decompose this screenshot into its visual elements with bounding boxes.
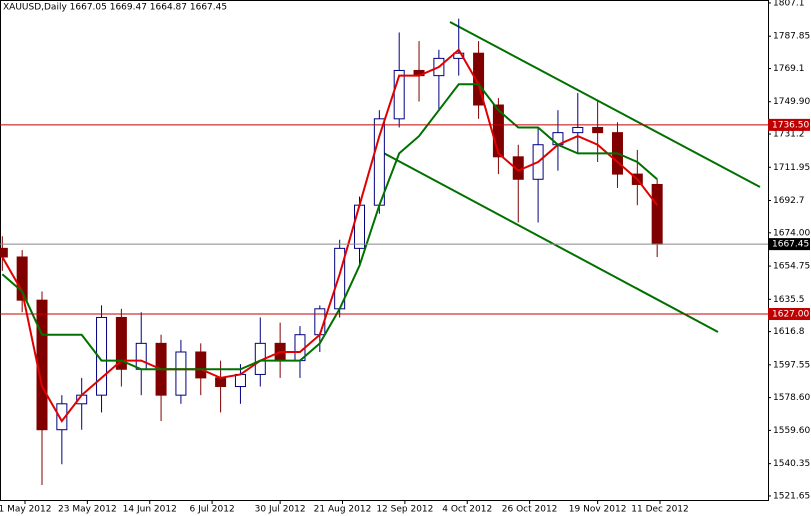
y-tick-label: 1654.75 xyxy=(773,262,810,272)
candle-body xyxy=(16,256,28,301)
candle-body xyxy=(393,69,405,120)
y-tick-label: 1540.35 xyxy=(773,459,810,469)
price-level-box xyxy=(768,238,810,251)
price-level-label: 1667.45 xyxy=(772,240,809,250)
candle-body xyxy=(592,126,604,134)
candle-body xyxy=(492,104,504,158)
candle-body xyxy=(651,183,663,245)
x-tick-label: 11 Dec 2012 xyxy=(631,505,689,515)
x-tick-label: 14 Jun 2012 xyxy=(123,505,177,515)
price-level-box xyxy=(768,118,810,131)
indicator-line xyxy=(1,83,658,371)
x-tick-label: 30 Jul 2012 xyxy=(255,505,306,515)
candle-body xyxy=(354,204,366,249)
x-tick-label: 19 Nov 2012 xyxy=(569,505,627,515)
x-tick-label: 1 May 2012 xyxy=(0,505,51,515)
candle-body xyxy=(373,118,385,206)
candle-body xyxy=(96,316,108,396)
candle-body xyxy=(453,52,465,59)
price-level-box xyxy=(768,307,810,320)
y-tick-label: 1616.8 xyxy=(773,327,805,337)
y-tick-label: 1731.2 xyxy=(773,130,805,140)
candle-body xyxy=(175,351,187,396)
x-tick-label: 23 May 2012 xyxy=(58,505,117,515)
price-level-label: 1627.00 xyxy=(772,309,809,319)
trendline xyxy=(449,21,761,188)
y-tick-label: 1597.55 xyxy=(773,360,810,370)
candle-body xyxy=(0,247,8,258)
x-tick-label: 6 Jul 2012 xyxy=(189,505,234,515)
y-tick-label: 1635.5 xyxy=(773,295,805,305)
candle-body xyxy=(234,373,246,388)
y-tick-label: 1711.95 xyxy=(773,163,810,173)
price-level-label: 1736.50 xyxy=(772,120,809,130)
candle-body xyxy=(473,52,485,106)
y-tick-label: 1787.85 xyxy=(773,32,810,42)
y-tick-label: 1674.00 xyxy=(773,228,810,238)
y-tick-label: 1749.90 xyxy=(773,97,810,107)
plot-frame xyxy=(0,0,769,501)
x-tick-label: 21 Aug 2012 xyxy=(314,505,372,515)
x-tick-label: 4 Oct 2012 xyxy=(442,505,492,515)
candle-body xyxy=(215,377,227,388)
y-tick-label: 1559.60 xyxy=(773,426,810,436)
candle-body xyxy=(195,351,207,379)
y-tick-label: 1692.7 xyxy=(773,196,805,206)
y-tick-label: 1578.60 xyxy=(773,393,810,403)
candle-body xyxy=(56,403,68,431)
chart-title: XAUUSD,Daily 1667.05 1669.47 1664.87 166… xyxy=(3,3,227,13)
indicator-line xyxy=(1,48,658,423)
y-tick-label: 1521.65 xyxy=(773,491,810,501)
candle-body xyxy=(115,316,127,370)
x-tick-label: 12 Sep 2012 xyxy=(376,505,433,515)
trendline xyxy=(377,149,719,333)
candle-body xyxy=(572,126,584,134)
y-tick-label: 1807.1 xyxy=(773,0,805,8)
y-tick-label: 1769.1 xyxy=(773,64,805,74)
x-tick-label: 26 Oct 2012 xyxy=(502,505,558,515)
candle-body xyxy=(135,342,147,370)
